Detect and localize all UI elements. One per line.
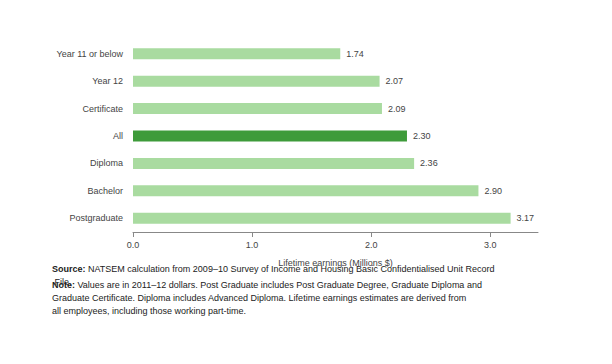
svg-text:Bachelor: Bachelor [87,186,123,196]
svg-text:3.0: 3.0 [484,240,497,250]
svg-text:all employees, including those: all employees, including those working p… [52,306,246,316]
svg-text:1.0: 1.0 [246,240,259,250]
svg-text:Graduate Certificate. Diploma: Graduate Certificate. Diploma includes A… [52,293,469,303]
svg-text:2.36: 2.36 [420,158,438,168]
svg-text:2.07: 2.07 [386,76,404,86]
svg-text:Values are in 2011–12 dollars.: Values are in 2011–12 dollars. Post Grad… [75,280,484,290]
svg-text:2.0: 2.0 [365,240,378,250]
svg-text:0.0: 0.0 [127,240,140,250]
svg-text:NATSEM calculation from 2009–1: NATSEM calculation from 2009–10 Survey o… [85,263,495,274]
svg-text:All: All [113,131,123,141]
svg-text:Note:: Note: [52,280,75,290]
svg-text:Year 12: Year 12 [92,76,123,86]
svg-text:Source:: Source: [52,264,86,274]
svg-text:Lifetime earnings (Millions $): Lifetime earnings (Millions $) [278,258,393,268]
svg-text:Postgraduate: Postgraduate [69,213,123,223]
svg-text:2.90: 2.90 [484,186,502,196]
svg-text:Certificate: Certificate [82,104,123,114]
svg-text:3.17: 3.17 [517,213,535,223]
svg-text:2.30: 2.30 [413,131,431,141]
svg-text:Diploma: Diploma [90,158,123,168]
svg-text:Year 11 or below: Year 11 or below [56,49,123,59]
svg-text:1.74: 1.74 [346,49,364,59]
svg-text:2.09: 2.09 [388,104,406,114]
